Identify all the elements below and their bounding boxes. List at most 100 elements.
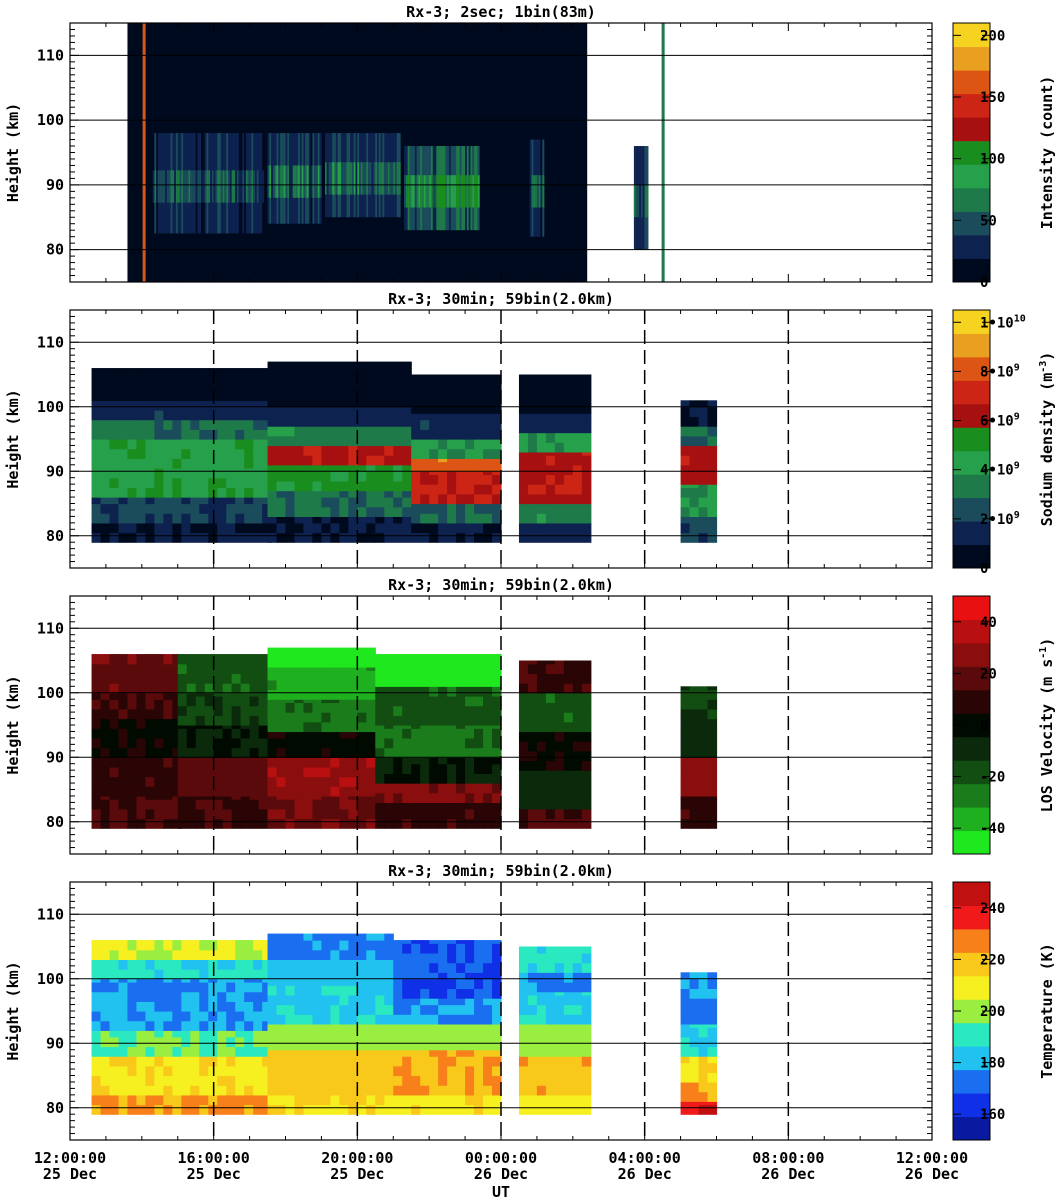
data-cell	[217, 419, 227, 430]
data-cell	[136, 654, 147, 665]
data-cell	[339, 795, 349, 800]
data-cell	[262, 1046, 272, 1057]
data-cell	[109, 757, 120, 768]
data-cell	[375, 686, 385, 697]
data-cell	[465, 458, 475, 463]
data-cell	[118, 468, 129, 479]
data-cell	[384, 965, 394, 977]
data-cell	[357, 406, 367, 418]
data-cell	[199, 981, 209, 993]
data-cell	[285, 657, 296, 668]
data-cell	[294, 747, 305, 758]
data-cell	[545, 413, 556, 424]
data-cell	[492, 818, 502, 829]
data-cell	[536, 972, 547, 983]
y-tick-label: 80	[46, 813, 64, 831]
data-cell	[303, 522, 314, 534]
data-cell	[244, 1046, 254, 1057]
data-cell	[330, 1004, 340, 1015]
data-cell	[357, 1056, 367, 1067]
data-cell	[285, 397, 296, 408]
data-cell	[127, 978, 138, 983]
data-cell	[465, 783, 475, 794]
data-cell	[447, 818, 457, 829]
data-cell	[154, 468, 164, 479]
data-cell	[384, 705, 394, 716]
data-cell	[163, 1056, 173, 1067]
y-tick-label: 110	[37, 619, 64, 637]
data-cell	[483, 448, 493, 459]
data-cell	[276, 377, 287, 388]
data-cell	[429, 1040, 439, 1051]
data-cell	[303, 426, 314, 437]
data-cell	[294, 368, 305, 379]
data-cell	[554, 779, 565, 791]
data-cell	[321, 776, 331, 787]
data-cell	[172, 390, 182, 401]
data-cell	[312, 799, 323, 810]
data-cell	[447, 384, 457, 395]
data-cell	[253, 981, 263, 993]
data-cell	[262, 448, 272, 459]
data-cell	[163, 949, 173, 960]
data-cell	[204, 786, 215, 797]
intensity-stripe-core	[154, 170, 157, 203]
data-cell	[545, 692, 556, 704]
data-cell	[244, 1011, 254, 1022]
data-cell	[172, 1036, 182, 1048]
data-cell	[707, 786, 718, 797]
data-cell	[172, 757, 182, 768]
data-cell	[172, 368, 182, 372]
data-cell	[226, 1056, 236, 1067]
data-cell	[689, 497, 700, 508]
data-cell	[262, 390, 272, 401]
data-cell	[429, 972, 439, 980]
data-cell	[217, 959, 227, 970]
data-cell	[393, 361, 403, 369]
data-cell	[235, 439, 245, 450]
data-cell	[226, 532, 236, 543]
data-cell	[698, 445, 709, 456]
y-axis-label: Height (km)	[4, 103, 22, 202]
data-cell	[707, 978, 718, 990]
data-cell	[483, 728, 493, 739]
data-cell	[226, 1020, 236, 1031]
data-cell	[109, 1020, 120, 1031]
data-cell	[145, 708, 156, 720]
data-cell	[258, 808, 269, 820]
data-cell	[536, 702, 547, 713]
data-cell	[253, 969, 263, 980]
data-cell	[154, 799, 164, 810]
data-cell	[492, 1023, 502, 1031]
data-cell	[366, 786, 376, 797]
data-cell	[447, 503, 457, 514]
data-cell	[91, 468, 102, 479]
data-cell	[217, 477, 227, 488]
data-cell	[312, 1014, 323, 1025]
data-cell	[330, 959, 340, 967]
intensity-stripe-core	[341, 162, 344, 195]
data-cell	[100, 766, 111, 778]
data-cell	[330, 808, 340, 820]
data-cell	[204, 766, 215, 778]
data-cell	[127, 371, 138, 382]
data-cell	[402, 737, 412, 749]
data-cell	[91, 1085, 102, 1096]
data-cell	[267, 670, 278, 681]
data-cell	[366, 949, 376, 960]
data-cell	[456, 676, 466, 687]
data-cell	[172, 522, 182, 534]
data-cell	[527, 513, 538, 524]
data-cell	[707, 972, 718, 980]
data-cell	[554, 683, 565, 694]
data-cell	[276, 776, 287, 787]
data-cell	[527, 1104, 538, 1115]
data-cell	[447, 725, 457, 729]
data-cell	[339, 975, 349, 986]
data-cell	[199, 1085, 209, 1096]
data-cell	[339, 1014, 349, 1025]
data-cell	[348, 799, 358, 810]
data-cell	[172, 409, 182, 421]
data-cell	[235, 390, 245, 401]
data-cell	[204, 695, 215, 707]
